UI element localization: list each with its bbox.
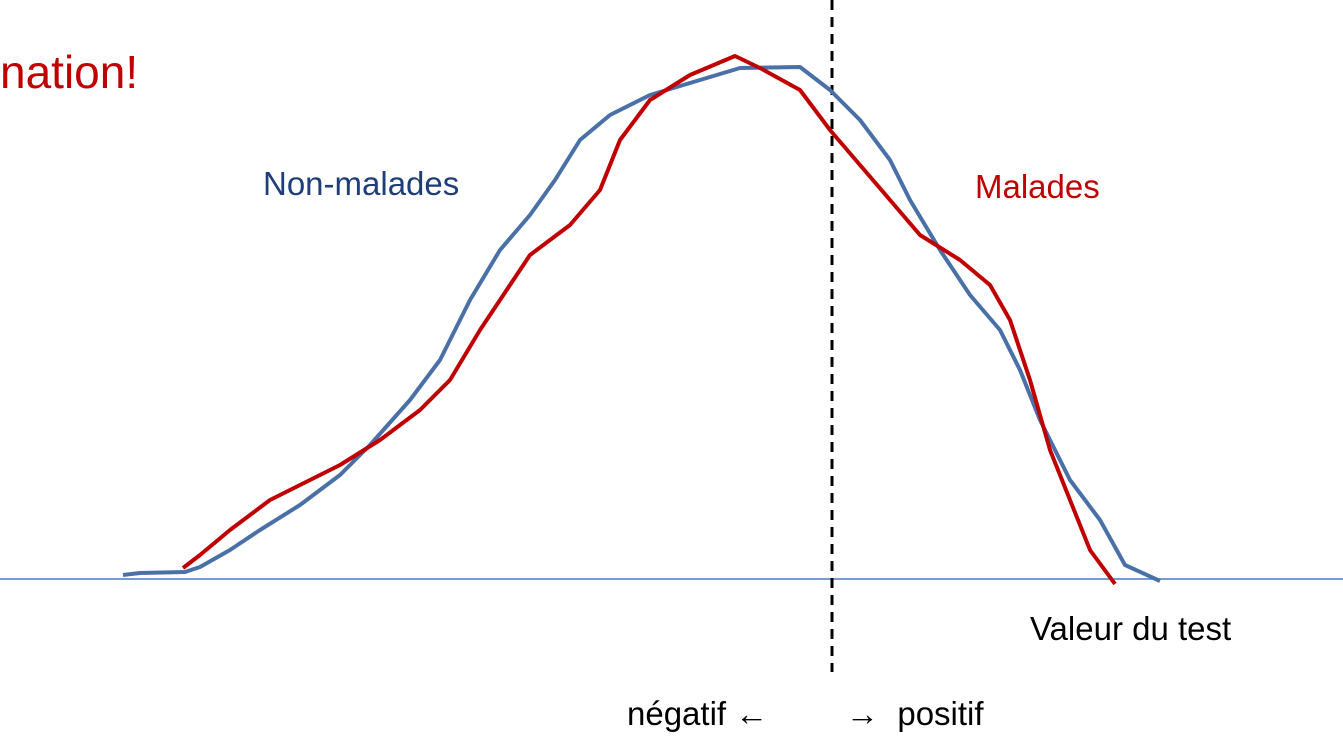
malades-label: Malades (975, 168, 1100, 205)
axis-label: Valeur du test (1030, 610, 1231, 647)
non-malades-label: Non-malades (263, 165, 459, 202)
positive-label: → positif (846, 695, 984, 732)
negative-label: négatif ← (627, 695, 768, 732)
slide-title: nation! (0, 46, 138, 98)
malades-curve (181, 54, 1117, 586)
non-malades-curve (122, 65, 1161, 583)
